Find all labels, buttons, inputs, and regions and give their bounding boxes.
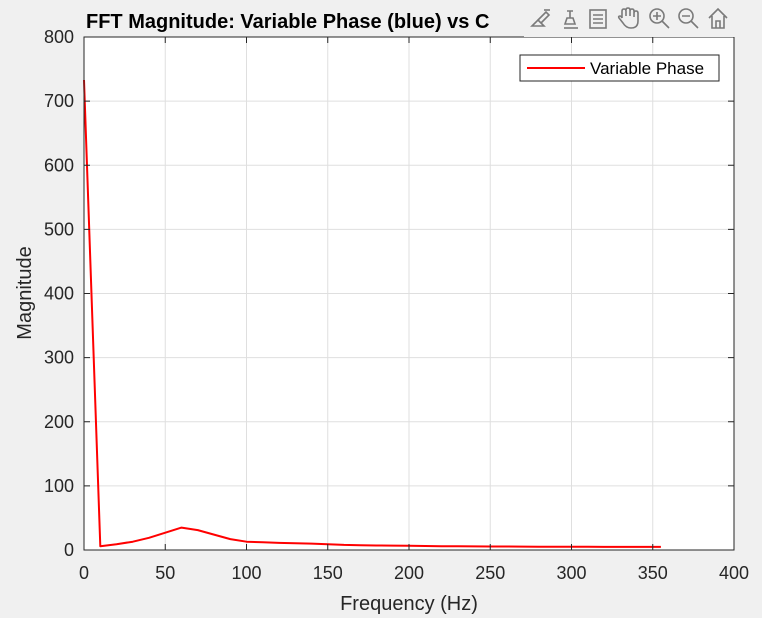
tick-marks <box>83 36 735 551</box>
y-tick-label: 800 <box>44 27 74 47</box>
y-tick-label: 600 <box>44 155 74 175</box>
zoom-out-icon[interactable] <box>678 8 699 29</box>
x-tick-label: 350 <box>638 563 668 583</box>
x-tick-labels: 0 50 100 150 200 250 300 350 400 <box>79 563 749 583</box>
legend-label-variable-phase: Variable Phase <box>590 59 704 78</box>
x-tick-label: 300 <box>556 563 586 583</box>
legend-icon[interactable] <box>589 9 607 29</box>
data-tips-icon[interactable] <box>563 10 578 29</box>
x-tick-label: 400 <box>719 563 749 583</box>
x-axis-label: Frequency (Hz) <box>340 593 478 615</box>
zoom-in-icon[interactable] <box>649 8 670 29</box>
brush-icon[interactable] <box>530 9 551 27</box>
x-tick-label: 50 <box>155 563 175 583</box>
axes-toolbar <box>524 0 762 37</box>
y-tick-label: 200 <box>44 412 74 432</box>
chart-title: FFT Magnitude: Variable Phase (blue) vs … <box>86 11 489 33</box>
y-tick-label: 500 <box>44 219 74 239</box>
y-tick-label: 100 <box>44 476 74 496</box>
toolbar-background <box>524 0 762 37</box>
x-tick-label: 0 <box>79 563 89 583</box>
home-icon[interactable] <box>708 7 728 29</box>
pan-icon[interactable] <box>617 7 639 29</box>
y-tick-label: 700 <box>44 91 74 111</box>
x-tick-label: 100 <box>231 563 261 583</box>
legend[interactable]: Variable Phase <box>519 54 720 82</box>
x-tick-label: 250 <box>475 563 505 583</box>
x-tick-label: 200 <box>394 563 424 583</box>
y-tick-label: 0 <box>64 540 74 560</box>
y-tick-label: 300 <box>44 348 74 368</box>
y-tick-labels: 0 100 200 300 400 500 600 700 800 <box>44 27 74 560</box>
y-tick-label: 400 <box>44 284 74 304</box>
x-tick-label: 150 <box>313 563 343 583</box>
y-axis-label: Magnitude <box>14 246 36 339</box>
